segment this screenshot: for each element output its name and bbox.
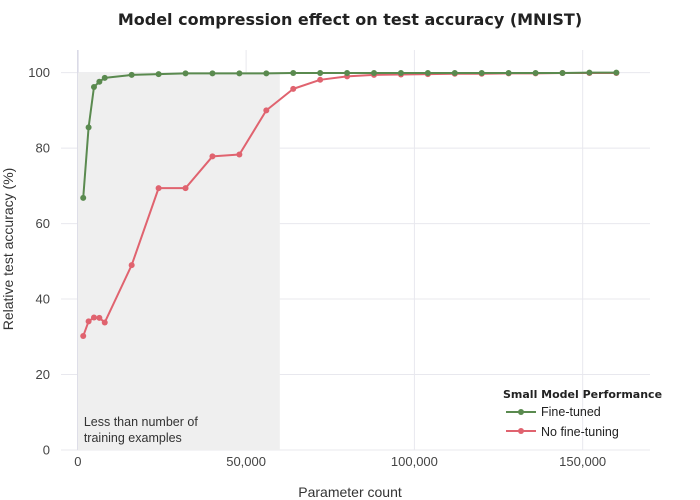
data-point-fine-tuned[interactable]	[236, 70, 243, 77]
data-point-fine-tuned[interactable]	[586, 69, 593, 76]
x-tick-label: 0	[74, 454, 81, 469]
y-tick-label: 60	[36, 216, 50, 231]
shaded-region	[77, 72, 280, 450]
data-point-no-fine-tuning[interactable]	[155, 185, 162, 192]
data-point-no-fine-tuning[interactable]	[236, 151, 243, 158]
y-tick-label: 80	[36, 141, 50, 156]
data-point-fine-tuned[interactable]	[101, 74, 108, 81]
data-point-fine-tuned[interactable]	[290, 70, 297, 77]
data-point-no-fine-tuning[interactable]	[90, 314, 97, 321]
data-point-fine-tuned[interactable]	[371, 70, 378, 77]
legend-marker-fine-tuned	[518, 409, 524, 415]
data-point-fine-tuned[interactable]	[128, 71, 135, 78]
legend: Small Model Performance Fine-tuned No fi…	[503, 388, 662, 439]
x-axis-title: Parameter count	[298, 484, 402, 500]
data-point-fine-tuned[interactable]	[451, 70, 458, 77]
data-point-fine-tuned[interactable]	[209, 70, 216, 77]
data-point-fine-tuned[interactable]	[505, 70, 512, 77]
y-axis-ticks: 0 20 40 60 80 100	[28, 65, 50, 457]
y-tick-label: 0	[43, 443, 50, 458]
y-tick-label: 20	[36, 367, 50, 382]
data-point-fine-tuned[interactable]	[397, 70, 404, 77]
data-point-no-fine-tuning[interactable]	[209, 153, 216, 160]
x-tick-label: 150,000	[559, 454, 606, 469]
annotation-line-1: Less than number of	[84, 415, 198, 429]
data-point-no-fine-tuning[interactable]	[96, 314, 103, 321]
data-point-fine-tuned[interactable]	[90, 83, 97, 90]
data-point-no-fine-tuning[interactable]	[85, 318, 92, 325]
data-point-fine-tuned[interactable]	[85, 124, 92, 131]
data-point-fine-tuned[interactable]	[559, 70, 566, 77]
data-point-fine-tuned[interactable]	[424, 70, 431, 77]
data-point-no-fine-tuning[interactable]	[263, 107, 270, 114]
data-point-no-fine-tuning[interactable]	[182, 185, 189, 192]
annotation-line-2: training examples	[84, 431, 182, 445]
data-point-fine-tuned[interactable]	[478, 70, 485, 77]
legend-item-fine-tuned[interactable]: Fine-tuned	[506, 405, 601, 419]
data-point-no-fine-tuning[interactable]	[317, 76, 324, 83]
data-point-no-fine-tuning[interactable]	[101, 319, 108, 326]
legend-label-no-fine-tuning: No fine-tuning	[541, 425, 619, 439]
x-tick-label: 50,000	[226, 454, 266, 469]
data-point-fine-tuned[interactable]	[80, 194, 87, 201]
y-tick-label: 100	[28, 65, 50, 80]
data-point-fine-tuned[interactable]	[182, 70, 189, 77]
data-point-fine-tuned[interactable]	[613, 69, 620, 76]
data-point-fine-tuned[interactable]	[263, 70, 270, 77]
y-axis-title: Relative test accuracy (%)	[0, 168, 16, 331]
legend-item-no-fine-tuning[interactable]: No fine-tuning	[506, 425, 619, 439]
data-point-no-fine-tuning[interactable]	[290, 85, 297, 92]
shaded-region-annotation: Less than number of training examples	[84, 415, 198, 445]
data-point-no-fine-tuning[interactable]	[128, 262, 135, 269]
y-tick-label: 40	[36, 292, 50, 307]
x-axis-ticks: 0 50,000 100,000 150,000	[74, 454, 606, 469]
series	[80, 69, 620, 340]
series-fine-tuned	[80, 69, 620, 201]
x-tick-label: 100,000	[391, 454, 438, 469]
chart-title: Model compression effect on test accurac…	[118, 10, 582, 29]
data-point-fine-tuned[interactable]	[96, 78, 103, 85]
data-point-fine-tuned[interactable]	[532, 70, 539, 77]
data-point-fine-tuned[interactable]	[317, 70, 324, 77]
legend-label-fine-tuned: Fine-tuned	[541, 405, 601, 419]
data-point-no-fine-tuning[interactable]	[80, 333, 87, 340]
legend-title: Small Model Performance	[503, 388, 662, 401]
data-point-fine-tuned[interactable]	[155, 71, 162, 78]
legend-marker-no-fine-tuning	[518, 428, 524, 434]
data-point-fine-tuned[interactable]	[344, 70, 351, 77]
